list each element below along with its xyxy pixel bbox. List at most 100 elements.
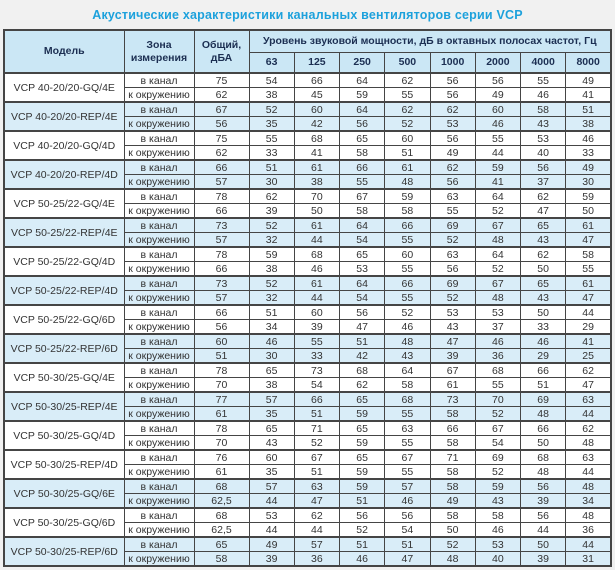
band-value-cell: 51 [384, 145, 431, 161]
model-cell: VCP 40-20/20-REP/4E [3, 101, 125, 132]
band-value-cell: 61 [429, 377, 476, 393]
band-value-cell: 42 [338, 348, 386, 364]
table-row: к окружению 70 38 54 62 58 61 55 51 47 [4, 377, 612, 393]
model-cell: VCP 50-25/22-GQ/4D [3, 246, 125, 277]
band-value-cell: 51 [519, 377, 567, 393]
band-value-cell: 54 [293, 377, 341, 393]
band-value-cell: 49 [474, 87, 522, 103]
table-row: VCP 50-30/25-GQ/4E в канал 78 65 73 68 64 67 68 6… [3, 362, 612, 393]
band-value-cell: 58 [565, 246, 612, 262]
zone-cell: к окружению [123, 435, 195, 451]
band-value-cell: 40 [519, 145, 567, 161]
header-freq-4000: 4000 [519, 51, 567, 74]
zone-cell: в канал [123, 275, 195, 291]
header-freq-250: 250 [338, 51, 386, 74]
band-value-cell: 55 [474, 377, 522, 393]
model-cell: VCP 50-25/22-REP/6D [3, 333, 125, 364]
band-value-cell: 33 [565, 145, 612, 161]
band-value-cell: 70 [474, 391, 522, 407]
band-value-cell: 66 [338, 159, 386, 175]
total-dba-cell: 62,5 [193, 493, 250, 509]
band-value-cell: 66 [384, 217, 431, 233]
band-value-cell: 67 [384, 449, 431, 465]
table-row: VCP 40-20/20-REP/4D в канал 66 51 61 66 61 62 59… [3, 159, 612, 190]
band-value-cell: 41 [293, 145, 341, 161]
band-value-cell: 56 [429, 261, 476, 277]
band-value-cell: 61 [565, 275, 612, 291]
band-value-cell: 46 [519, 333, 567, 349]
band-value-cell: 67 [474, 217, 522, 233]
model-cell: VCP 50-30/25-GQ/4D [3, 420, 125, 451]
band-value-cell: 38 [293, 174, 341, 190]
zone-cell: к окружению [123, 493, 195, 509]
band-value-cell: 66 [519, 362, 567, 378]
band-value-cell: 51 [293, 406, 341, 422]
band-value-cell: 33 [248, 145, 295, 161]
band-value-cell: 44 [565, 406, 612, 422]
header-freq-125: 125 [293, 51, 341, 74]
band-value-cell: 53 [248, 507, 295, 523]
band-value-cell: 59 [338, 406, 386, 422]
band-value-cell: 58 [338, 145, 386, 161]
band-value-cell: 62 [565, 362, 612, 378]
zone-cell: в канал [123, 449, 195, 465]
band-value-cell: 37 [519, 174, 567, 190]
band-value-cell: 64 [474, 188, 522, 204]
table-row: к окружению 70 43 52 59 55 58 54 50 48 [4, 435, 612, 451]
band-value-cell: 35 [248, 464, 295, 480]
band-value-cell: 65 [338, 130, 386, 146]
band-value-cell: 65 [519, 275, 567, 291]
band-value-cell: 41 [565, 333, 612, 349]
model-cell: VCP 50-30/25-REP/6D [3, 536, 125, 567]
band-value-cell: 61 [293, 159, 341, 175]
band-value-cell: 58 [429, 507, 476, 523]
band-value-cell: 62 [384, 72, 431, 88]
band-value-cell: 50 [429, 522, 476, 538]
band-value-cell: 59 [338, 478, 386, 494]
total-dba-cell: 62,5 [193, 522, 250, 538]
band-value-cell: 55 [474, 130, 522, 146]
zone-cell: к окружению [123, 116, 195, 132]
band-value-cell: 29 [565, 319, 612, 335]
header-freq-500: 500 [384, 51, 431, 74]
band-value-cell: 52 [384, 116, 431, 132]
band-value-cell: 61 [384, 159, 431, 175]
acoustic-characteristics-table: Модель Зона измерения Общий, дБА Уровень… [3, 29, 612, 567]
band-value-cell: 39 [429, 348, 476, 364]
band-value-cell: 53 [519, 130, 567, 146]
model-cell: VCP 50-30/25-REP/4E [3, 391, 125, 422]
band-value-cell: 55 [384, 435, 431, 451]
band-value-cell: 63 [565, 449, 612, 465]
band-value-cell: 48 [565, 478, 612, 494]
zone-cell: к окружению [123, 464, 195, 480]
band-value-cell: 65 [338, 420, 386, 436]
band-value-cell: 70 [293, 188, 341, 204]
band-value-cell: 52 [474, 406, 522, 422]
band-value-cell: 68 [293, 130, 341, 146]
band-value-cell: 58 [429, 464, 476, 480]
band-value-cell: 42 [293, 116, 341, 132]
band-value-cell: 57 [384, 478, 431, 494]
band-value-cell: 46 [384, 493, 431, 509]
band-value-cell: 54 [384, 522, 431, 538]
table-row: к окружению 61 35 51 59 55 58 52 48 44 [4, 406, 612, 422]
band-value-cell: 43 [474, 493, 522, 509]
band-value-cell: 51 [338, 493, 386, 509]
band-value-cell: 68 [338, 362, 386, 378]
band-value-cell: 53 [474, 536, 522, 552]
band-value-cell: 51 [565, 101, 612, 117]
band-value-cell: 58 [519, 101, 567, 117]
model-cell: VCP 40-20/20-GQ/4D [3, 130, 125, 161]
band-value-cell: 51 [248, 304, 295, 320]
band-value-cell: 30 [565, 174, 612, 190]
zone-cell: к окружению [123, 348, 195, 364]
table-row: VCP 50-30/25-GQ/6E в канал 68 57 63 59 57 58 59 5… [3, 478, 612, 509]
zone-cell: к окружению [123, 203, 195, 219]
band-value-cell: 44 [293, 522, 341, 538]
total-dba-cell: 75 [193, 130, 250, 146]
band-value-cell: 47 [429, 333, 476, 349]
total-dba-cell: 73 [193, 217, 250, 233]
model-cell: VCP 40-20/20-REP/4D [3, 159, 125, 190]
table-row: VCP 50-30/25-GQ/4D в канал 78 65 71 65 63 66 67 6… [3, 420, 612, 451]
table-row: к окружению 56 34 39 47 46 43 37 33 29 [4, 319, 612, 335]
